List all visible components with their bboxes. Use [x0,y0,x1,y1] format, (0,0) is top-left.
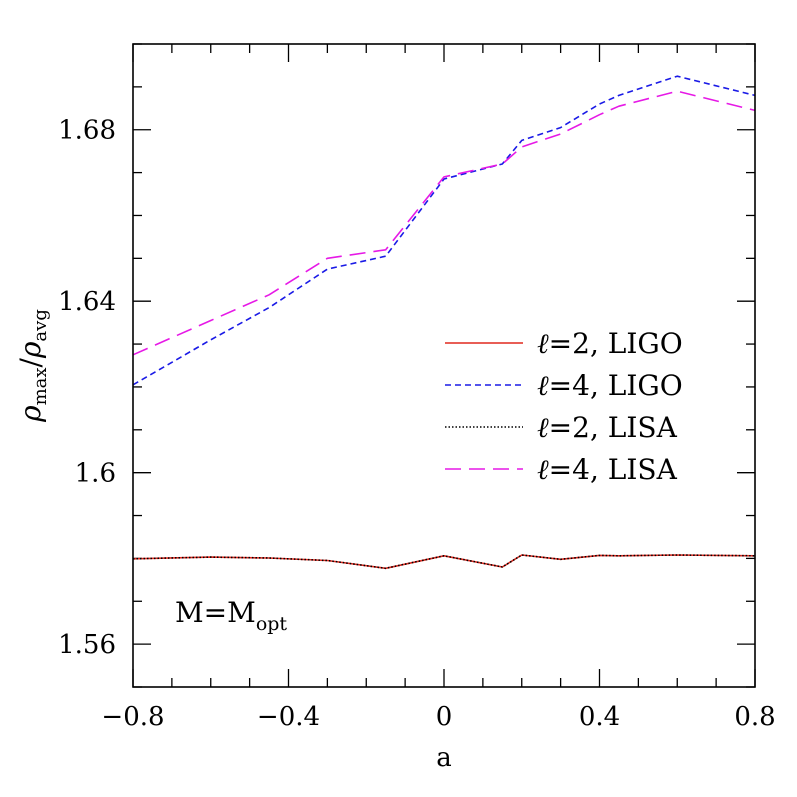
y-tick-label: 1.6 [75,459,116,489]
legend-text: =2, LISA [549,411,678,444]
x-tick-label: −0.8 [101,702,164,732]
legend-ell: ℓ [537,411,549,444]
legend-ell: ℓ [537,327,549,360]
legend-ell: ℓ [537,453,549,486]
series-layer [132,75,756,570]
y-label-slash: / [14,357,47,367]
annotation-sub: opt [256,613,288,635]
x-tick-label: 0 [436,702,453,732]
legend-label-3: ℓ=2, LISA [537,411,678,444]
legend-label-4: ℓ=4, LISA [537,453,678,486]
y-label-sub-max: max [30,367,51,405]
plot-frame [132,43,756,688]
legend-text: =4, LISA [549,453,678,486]
tick-labels: −0.8 −0.4 0 0.4 0.8 1.56 1.6 1.64 1.68 [58,116,776,732]
x-tick-label: 0.8 [734,702,775,732]
series-line-3 [132,554,756,570]
mass-annotation: M=Mopt [175,596,287,635]
y-label-rho-avg: ρ [14,341,47,359]
x-axis-label: a [436,743,452,773]
legend-ell: ℓ [537,369,549,402]
series-line-4 [132,90,756,356]
y-label-sub-avg: avg [30,309,51,341]
legend-label-2: ℓ=4, LIGO [537,369,683,402]
legend-text: =4, LIGO [549,369,683,402]
y-label-rho-max: ρ [14,405,47,423]
y-tick-label: 1.68 [58,116,116,146]
series-line-2 [132,75,756,386]
y-tick-label: 1.56 [58,630,116,660]
x-tick-label: −0.4 [257,702,320,732]
x-tick-label: 0.4 [579,702,620,732]
legend-text: =2, LIGO [549,327,683,360]
legend-label-1: ℓ=2, LIGO [537,327,683,360]
y-tick-label: 1.64 [58,287,116,317]
y-axis-label: ρmax/ρavg [14,309,51,423]
annotation-main: M=M [175,596,256,629]
